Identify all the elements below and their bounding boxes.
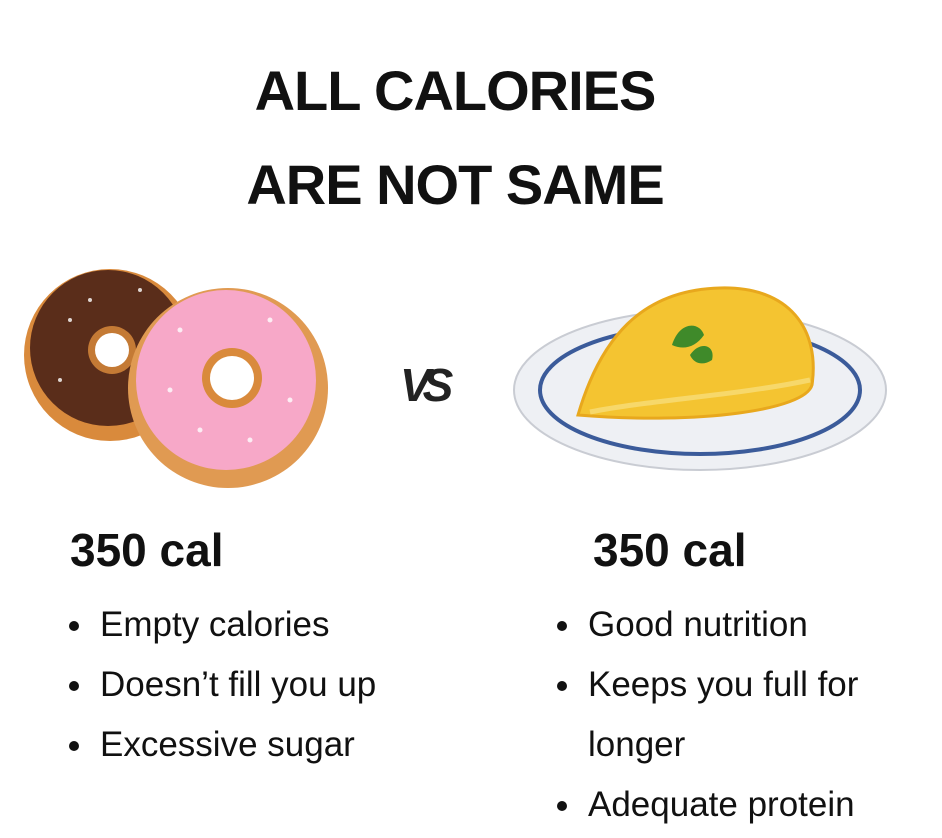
calorie-count: 350 cal: [70, 524, 224, 576]
donuts: [24, 269, 328, 488]
title-line: ARE NOT SAME: [246, 153, 664, 216]
point: Good nutrition: [584, 595, 942, 655]
point-list: Empty caloriesDoesn’t fill you upExcessi…: [64, 595, 516, 775]
point: Keeps you full for longer: [584, 655, 942, 775]
versus: VS: [400, 359, 453, 411]
point: Doesn’t fill you up: [96, 655, 516, 715]
point: Empty calories: [96, 595, 516, 655]
calorie-count: 350 cal: [593, 524, 747, 576]
point: Excessive sugar: [96, 715, 516, 775]
omelette-plate: [513, 286, 887, 471]
point: Adequate protein: [584, 775, 942, 835]
title-line: ALL CALORIES: [254, 59, 657, 122]
point-list: Good nutritionKeeps you full for longerA…: [552, 595, 942, 835]
